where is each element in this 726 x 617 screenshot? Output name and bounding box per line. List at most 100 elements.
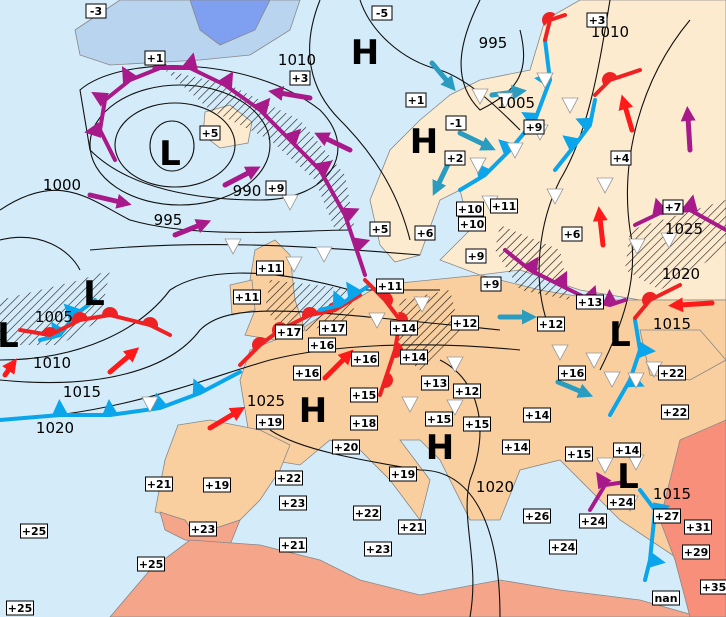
temperature-value: +16 <box>353 353 378 366</box>
trough-triangle-icon <box>141 396 159 413</box>
trough-triangle-icon <box>496 92 514 109</box>
temperature-label: +17 <box>319 320 347 336</box>
temperature-value: nan <box>654 592 677 605</box>
isobar-pressure-label: 1015 <box>653 315 691 333</box>
temperature-label-box <box>658 365 686 381</box>
temperature-label-box <box>561 226 583 242</box>
temperature-label-box <box>233 289 261 305</box>
temperature-value: +21 <box>147 478 172 491</box>
temperature-value: +15 <box>352 389 377 402</box>
temperature-label: +15 <box>350 387 378 403</box>
isobar-labels: 1010 995 1010 1005 1000 990 995 1025 1020 1005 101… <box>33 23 703 503</box>
temperature-label-box <box>682 544 710 560</box>
temperature-label-box <box>364 541 392 557</box>
temperature-label: +17 <box>275 324 303 340</box>
temperature-label-box <box>662 199 684 215</box>
temperature-label-box <box>6 600 34 616</box>
temperature-value: +15 <box>465 418 490 431</box>
pressure-centers: L H H L L H H L L <box>0 33 639 497</box>
warm-front-ukraine <box>633 283 682 320</box>
isobar-pressure-label: 1025 <box>247 392 285 410</box>
cold-front-russia <box>553 98 597 172</box>
temperature-label-box <box>20 523 48 539</box>
temperature-label-box <box>490 198 518 214</box>
temperature-labels: -3 +1 +3 +5 +9 +11 +11 -5 +3 +1 -1 +2 +9 +4 +7 +5 +6 +10 +… <box>6 3 726 616</box>
temperature-label: +21 <box>279 537 307 553</box>
temperature-label-box <box>451 315 479 331</box>
temperature-value: +21 <box>281 539 306 552</box>
temperature-label-box <box>465 248 487 264</box>
temperature-label-box <box>189 521 217 537</box>
trough-triangle-icon <box>413 296 431 313</box>
trough-triangle-icon <box>469 157 487 174</box>
temperature-value: +12 <box>453 317 478 330</box>
temperature-label: -1 <box>445 115 467 131</box>
temperature-label: +14 <box>502 439 530 455</box>
temperature-label-box <box>256 260 284 276</box>
temperature-label: +25 <box>20 523 48 539</box>
trough-triangle-icon <box>285 256 303 273</box>
temperature-label: +6 <box>561 226 583 242</box>
temperature-value: +5 <box>202 127 219 140</box>
temperature-value: +1 <box>408 94 425 107</box>
temperature-value: +5 <box>372 223 389 236</box>
temperature-value: +23 <box>281 497 306 510</box>
low-pressure-center: L <box>159 134 181 174</box>
north-africa <box>109 539 701 617</box>
temperature-value: +19 <box>205 479 230 492</box>
temperature-value: +11 <box>235 291 260 304</box>
high-pressure-center: H <box>299 391 327 431</box>
temperature-label-box <box>137 556 165 572</box>
temperature-label: +21 <box>145 476 173 492</box>
trough-triangle-icon <box>368 312 386 329</box>
temperature-value: +17 <box>277 326 302 339</box>
isobar-pressure-label: 1020 <box>476 478 514 496</box>
temperature-label-box <box>652 590 680 606</box>
temperature-label: +11 <box>256 260 284 276</box>
temperature-label: +19 <box>203 477 231 493</box>
isobar-pressure-label: 1025 <box>665 220 703 238</box>
temperature-value: +13 <box>423 377 448 390</box>
temperature-value: +9 <box>268 182 285 195</box>
temperature-label: +22 <box>661 404 689 420</box>
trough-triangle-icon <box>561 97 579 114</box>
trough-triangle-icon <box>596 457 614 474</box>
temperature-label-box <box>389 466 417 482</box>
temperature-label-box <box>350 415 378 431</box>
temperature-label-box <box>444 150 466 166</box>
temperature-label-box <box>371 5 393 21</box>
temperature-value: +11 <box>378 280 403 293</box>
temperature-label-box <box>523 119 545 135</box>
temperature-value: +9 <box>526 121 543 134</box>
temperature-label: +35 <box>700 579 726 595</box>
temperature-label-box <box>661 404 689 420</box>
cold-front-atlantic <box>0 370 242 422</box>
temperature-label: +29 <box>682 544 710 560</box>
temperature-label: +23 <box>189 521 217 537</box>
temperature-label-box <box>275 324 303 340</box>
temperature-label: -5 <box>371 5 393 21</box>
temperature-value: +15 <box>567 448 592 461</box>
temperature-value: +4 <box>613 152 630 165</box>
high-pressure-center: H <box>426 428 454 468</box>
temperature-value: +24 <box>551 541 576 554</box>
trough-triangle-icon <box>446 399 464 416</box>
temperature-label-box <box>453 383 481 399</box>
temperature-value: +14 <box>504 441 529 454</box>
temperature-label-box <box>463 416 491 432</box>
temperature-label-box <box>390 320 418 336</box>
cold-front-levant <box>638 488 671 582</box>
temperature-label: +16 <box>293 365 321 381</box>
temperature-label-box <box>293 365 321 381</box>
temperature-label-box <box>579 513 607 529</box>
temperature-label: +14 <box>400 349 428 365</box>
isobar-pressure-label: 995 <box>479 34 508 52</box>
trough-triangle-icon <box>596 177 614 194</box>
temperature-label: +1 <box>144 50 166 66</box>
temperature-label: +27 <box>653 508 681 524</box>
temperature-value: +16 <box>560 367 585 380</box>
cold-front-north-sea <box>318 281 372 312</box>
isobar-pressure-label: 1005 <box>35 308 73 326</box>
temperature-label-box <box>85 3 107 19</box>
